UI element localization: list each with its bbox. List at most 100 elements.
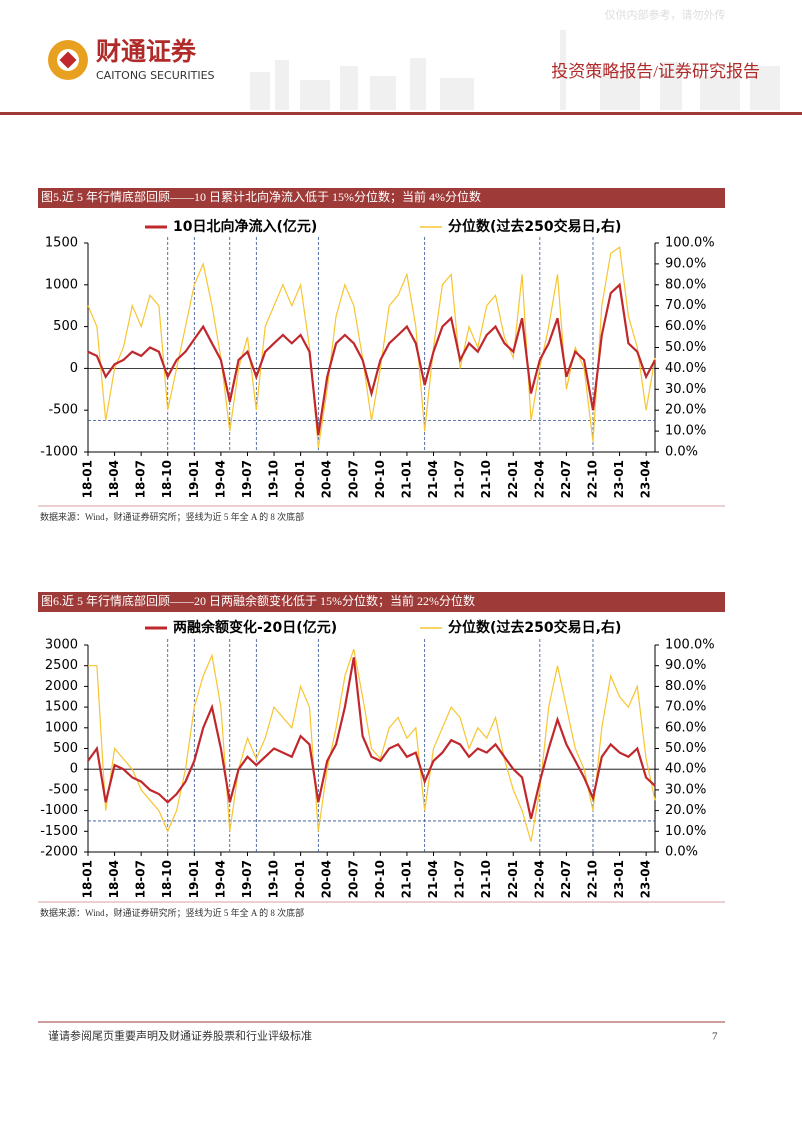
y2-tick-label: 60.0% [665,720,706,735]
x-tick-label: 22-10 [585,860,599,898]
source-note: 数据来源：Wind，财通证券研究所；竖线为近 5 年全 A 的 8 次底部 [40,907,304,918]
x-tick-label: 22-07 [559,860,573,898]
report-type: 投资策略报告/证券研究报告 [551,62,760,81]
y2-tick-label: 100.0% [665,236,715,251]
y2-tick-label: 70.0% [665,298,706,313]
y-tick-label: 0 [70,762,78,777]
x-tick-label: 20-10 [373,460,387,498]
y2-tick-label: 30.0% [665,782,706,797]
y2-tick-label: 60.0% [665,319,706,334]
x-tick-label: 22-01 [506,860,520,898]
x-tick-label: 23-01 [612,460,626,498]
y-tick-label: 500 [53,319,78,334]
x-tick-label: 22-07 [559,460,573,498]
x-tick-label: 20-01 [293,860,307,898]
y2-tick-label: 100.0% [665,638,715,653]
series-line [87,246,656,448]
y-tick-label: 1000 [45,277,78,292]
x-tick-label: 18-04 [107,860,121,898]
y2-tick-label: 30.0% [665,382,706,397]
y-tick-label: 1500 [45,700,78,715]
figure-title-bar [38,188,725,208]
x-tick-label: 19-07 [240,860,254,898]
x-tick-label: 19-10 [267,860,281,898]
y2-tick-label: 50.0% [665,340,706,355]
y2-tick-label: 50.0% [665,741,706,756]
x-tick-label: 19-01 [187,860,201,898]
x-tick-label: 20-07 [346,460,360,498]
y-tick-label: -2000 [40,845,78,860]
x-tick-label: 18-07 [134,860,148,898]
x-tick-label: 18-07 [134,460,148,498]
x-tick-label: 21-04 [426,860,440,898]
x-tick-label: 21-01 [399,860,413,898]
legend-label: 两融余额变化-20日(亿元) [173,619,337,636]
series-line [88,648,656,842]
y2-tick-label: 20.0% [665,803,706,818]
legend-label: 分位数(过去250交易日,右) [448,218,621,235]
y-tick-label: 1500 [45,236,78,251]
y2-tick-label: 0.0% [665,445,698,460]
series-line [87,282,656,436]
skyline [250,30,780,110]
x-tick-label: 22-04 [532,460,546,498]
legend-label: 10日北向净流入(亿元) [173,218,317,235]
x-tick-label: 22-04 [532,860,546,898]
x-tick-label: 21-10 [479,460,493,498]
y2-tick-label: 90.0% [665,256,706,271]
y-tick-label: 1000 [45,720,78,735]
source-note: 数据来源：Wind，财通证券研究所；竖线为近 5 年全 A 的 8 次底部 [40,511,304,522]
x-tick-label: 19-01 [187,460,201,498]
page-number: 7 [712,1031,718,1043]
y2-tick-label: 20.0% [665,403,706,418]
y-tick-label: -1000 [40,803,78,818]
y-tick-label: 0 [70,361,78,376]
y2-tick-label: 10.0% [665,824,706,839]
y2-tick-label: 80.0% [665,679,706,694]
header-rule [0,112,802,115]
x-tick-label: 20-07 [346,860,360,898]
x-tick-label: 23-01 [612,860,626,898]
y-tick-label: -1500 [40,824,78,839]
y-tick-label: 2500 [45,658,78,673]
x-tick-label: 19-04 [213,460,227,498]
x-tick-label: 21-07 [453,460,467,498]
x-tick-label: 19-07 [240,460,254,498]
x-tick-label: 19-10 [267,460,281,498]
y-tick-label: -500 [48,403,78,418]
y-tick-label: -1000 [40,445,78,460]
y2-tick-label: 40.0% [665,361,706,376]
y2-tick-label: 40.0% [665,762,706,777]
legend-label: 分位数(过去250交易日,右) [448,619,621,636]
series-line [87,657,656,820]
x-tick-label: 21-10 [479,860,493,898]
x-tick-label: 21-04 [426,460,440,498]
figure-title-bar [38,592,725,612]
x-tick-label: 20-04 [320,460,334,498]
x-tick-label: 22-01 [506,460,520,498]
x-tick-label: 23-04 [639,860,653,898]
logo-en: CAITONG SECURITIES [96,69,215,82]
x-tick-label: 21-07 [453,860,467,898]
x-tick-label: 18-01 [81,860,95,898]
y2-tick-label: 90.0% [665,658,706,673]
y-tick-label: 2000 [45,679,78,694]
x-tick-label: 18-01 [81,460,95,498]
x-tick-label: 18-10 [160,860,174,898]
x-tick-label: 18-10 [160,460,174,498]
logo-cn: 财通证券 [96,37,197,66]
y-tick-label: 3000 [45,638,78,653]
y2-tick-label: 10.0% [665,424,706,439]
x-tick-label: 18-04 [107,460,121,498]
x-tick-label: 20-01 [293,460,307,498]
watermark: 仅供内部参考，请勿外传 [605,8,726,22]
x-tick-label: 20-10 [373,860,387,898]
x-tick-label: 21-01 [399,460,413,498]
x-tick-label: 20-04 [320,860,334,898]
y2-tick-label: 80.0% [665,277,706,292]
figure-title: 图6.近 5 年行情底部回顾——20 日两融余额变化低于 15%分位数；当前 2… [41,593,475,608]
y2-tick-label: 70.0% [665,700,706,715]
figure-title: 图5.近 5 年行情底部回顾——10 日累计北向净流入低于 15%分位数；当前 … [41,189,481,204]
